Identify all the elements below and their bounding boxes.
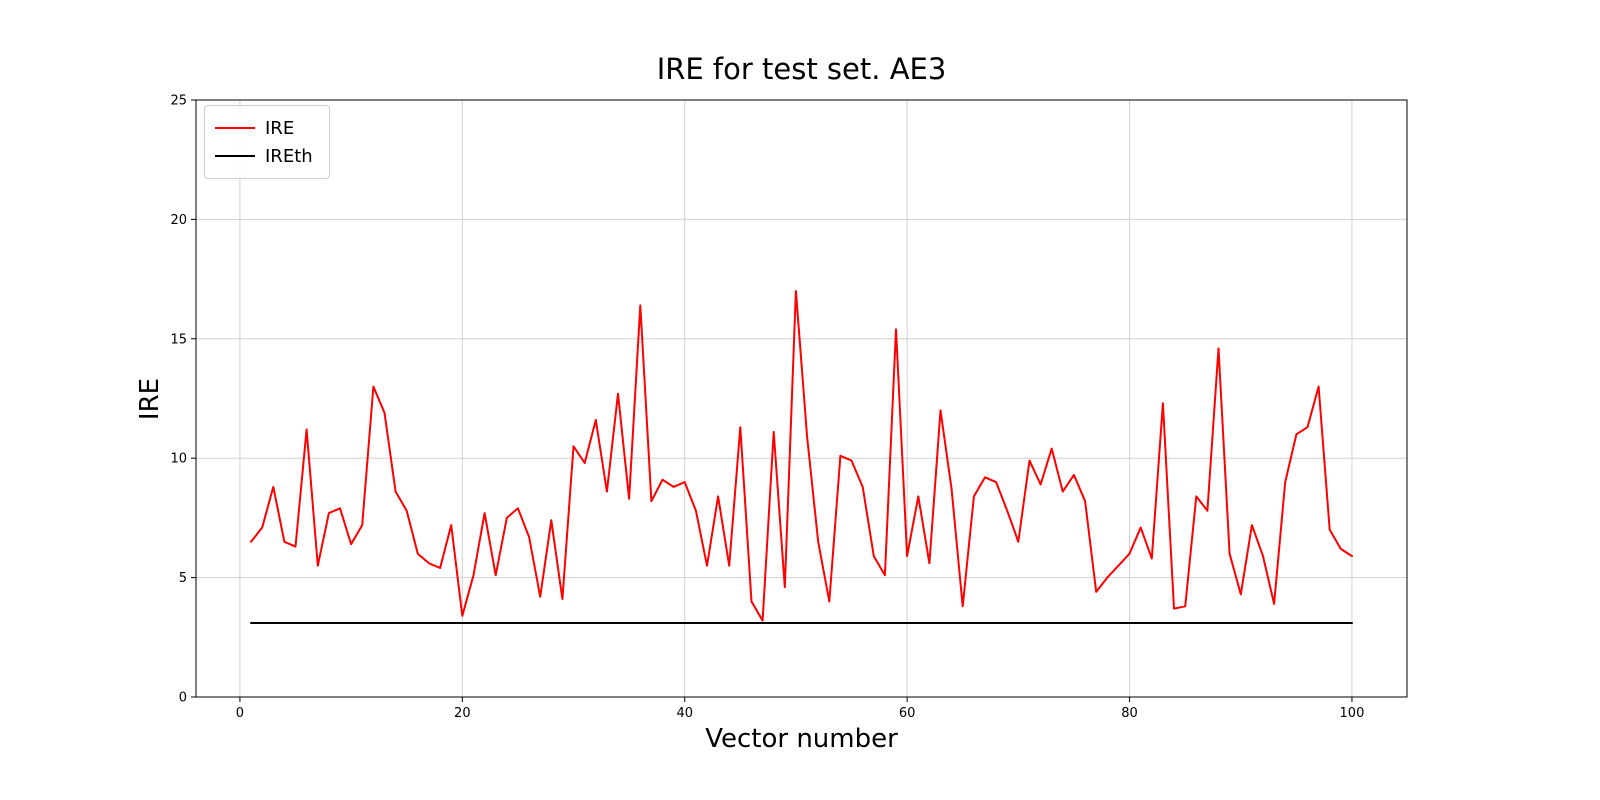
y-tick-label: 5 [179, 571, 187, 586]
series-line-IRE [250, 290, 1353, 622]
x-tick-label: 80 [1121, 706, 1138, 721]
x-tick-label: 60 [899, 706, 916, 721]
legend-entry-ireth: IREth [215, 142, 313, 170]
chart-title: IRE for test set. AE3 [656, 52, 947, 86]
legend-label: IREth [265, 145, 313, 167]
legend-label: IRE [265, 117, 295, 139]
legend-entry-ire: IRE [215, 114, 313, 142]
x-tick-label: 40 [676, 706, 693, 721]
x-axis-label: Vector number [705, 724, 898, 754]
x-tick-label: 0 [236, 706, 244, 721]
legend: IRE IREth [204, 105, 330, 179]
legend-line-sample [215, 127, 255, 129]
y-tick-label: 15 [170, 332, 187, 347]
legend-line-sample [215, 155, 255, 157]
y-tick-label: 0 [179, 691, 187, 706]
x-tick-label: 20 [454, 706, 471, 721]
y-axis-label: IRE [135, 377, 165, 421]
x-tick-label: 100 [1340, 706, 1365, 721]
axes-border [195, 99, 1408, 698]
y-tick-label: 20 [170, 213, 187, 228]
y-tick-label: 10 [170, 452, 187, 467]
y-tick-label: 25 [170, 94, 187, 109]
